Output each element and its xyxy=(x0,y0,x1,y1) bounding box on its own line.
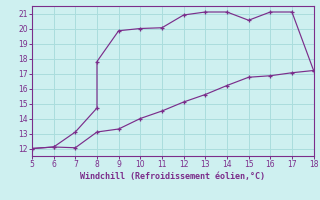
X-axis label: Windchill (Refroidissement éolien,°C): Windchill (Refroidissement éolien,°C) xyxy=(80,172,265,181)
